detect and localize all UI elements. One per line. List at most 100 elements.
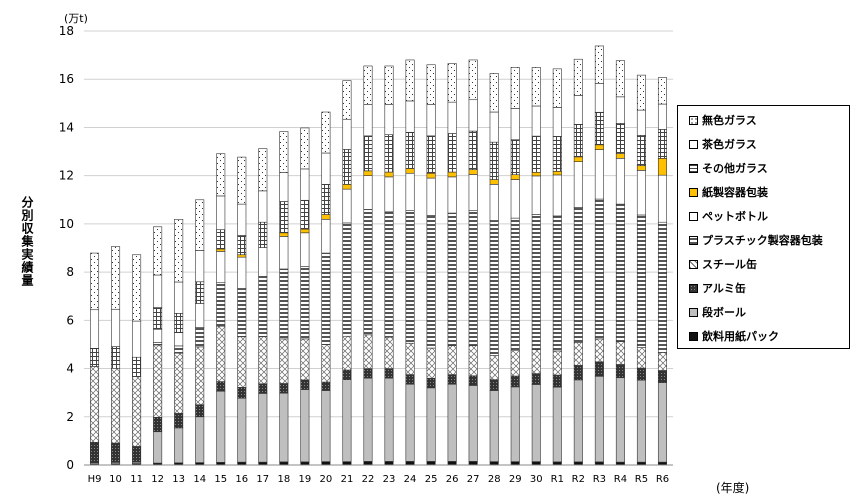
bar-segment-22-s0 xyxy=(363,461,373,466)
bar-segment-r5-s6 xyxy=(636,165,646,171)
legend-swatch xyxy=(689,283,698,293)
legend-swatch xyxy=(689,187,698,197)
bar-segment-25-s2 xyxy=(426,377,436,389)
bar-segment-28-s8 xyxy=(489,111,499,143)
bar-segment-11-s2 xyxy=(132,446,142,463)
bar-segment-24-s3 xyxy=(405,342,415,375)
bar-segment-29-s8 xyxy=(510,108,520,141)
bar-segment-15-s9 xyxy=(216,153,226,197)
x-tick-label: 28 xyxy=(488,474,501,485)
bar-segment-29-s6 xyxy=(510,174,520,180)
bar-segment-r1-s7 xyxy=(552,136,562,172)
legend-label: 段ボール xyxy=(702,306,746,319)
bar-segment-r6-s4 xyxy=(657,221,667,353)
legend-item-brown-glass: 茶色ガラス xyxy=(689,136,757,152)
x-tick-label: R4 xyxy=(614,474,627,485)
bar-segment-r2-s7 xyxy=(573,124,583,158)
bar-segment-r1-s2 xyxy=(552,374,562,388)
bar-segment-23-s3 xyxy=(384,336,394,369)
bar-segment-10-s3 xyxy=(111,368,121,444)
bar-segment-r2-s4 xyxy=(573,207,583,343)
bar-segment-r2-s5 xyxy=(573,161,583,208)
bar-segment-20-s1 xyxy=(321,390,331,462)
legend-label: その他ガラス xyxy=(702,162,768,175)
bar-segment-12-s8 xyxy=(153,274,163,308)
bar-segment-30-s5 xyxy=(531,175,541,215)
x-tick-label: R1 xyxy=(551,474,564,485)
bar-segment-r5-s4 xyxy=(636,214,646,348)
bar-segment-30-s2 xyxy=(531,373,541,385)
bar-segment-21-s1 xyxy=(342,379,352,462)
bar-segment-r5-s2 xyxy=(636,367,646,381)
bar-segment-16-s3 xyxy=(237,336,247,388)
bar-segment-25-s5 xyxy=(426,177,436,216)
bar-segment-30-s9 xyxy=(531,67,541,107)
legend-label: 飲料用紙パック xyxy=(702,330,779,343)
bar-segment-26-s4 xyxy=(447,212,457,346)
bar-segment-11-s7 xyxy=(132,356,142,377)
bar-segment-29-s2 xyxy=(510,375,520,388)
bar-segment-24-s6 xyxy=(405,168,415,174)
bar-segment-r4-s9 xyxy=(615,60,625,98)
bar-segment-19-s1 xyxy=(300,389,310,463)
bar-segment-29-s5 xyxy=(510,179,520,219)
bar-segment-10-s9 xyxy=(111,246,121,310)
bar-segment-16-s9 xyxy=(237,156,247,205)
bar-segment-15-s3 xyxy=(216,325,226,382)
bar-segment-16-s1 xyxy=(237,397,247,463)
bar-segment-18-s4 xyxy=(279,268,289,340)
legend-swatch xyxy=(689,163,698,173)
bar-segment-r1-s6 xyxy=(552,171,562,176)
bar-segment-28-s3 xyxy=(489,355,499,380)
bar-segment-27-s6 xyxy=(468,169,478,175)
bar-segment-r6-s9 xyxy=(657,77,667,105)
bar-segment-17-s9 xyxy=(258,148,268,192)
bar-segment-21-s0 xyxy=(342,461,352,466)
bar-segment-30-s3 xyxy=(531,349,541,374)
bar-segment-20-s2 xyxy=(321,381,331,391)
legend-swatch xyxy=(689,259,698,269)
bar-segment-27-s9 xyxy=(468,59,478,101)
bar-segment-19-s2 xyxy=(300,379,310,390)
legend-swatch xyxy=(689,331,698,341)
bar-segment-26-s7 xyxy=(447,133,457,173)
bar-segment-18-s6 xyxy=(279,232,289,237)
bar-segment-12-s3 xyxy=(153,344,163,418)
x-tick-label: R3 xyxy=(593,474,606,485)
bar-segment-18-s3 xyxy=(279,338,289,384)
bar-segment-29-s7 xyxy=(510,139,520,176)
bar-segment-23-s8 xyxy=(384,104,394,135)
bar-segment-24-s9 xyxy=(405,59,415,102)
bar-segment-18-s5 xyxy=(279,236,289,270)
bar-segment-r4-s3 xyxy=(615,341,625,365)
bar-segment-20-s3 xyxy=(321,344,331,383)
bar-segment-19-s6 xyxy=(300,228,310,234)
legend-item-steel-cans: スチール缶 xyxy=(689,256,757,272)
bar-segment-20-s9 xyxy=(321,111,331,154)
bar-segment-r3-s6 xyxy=(594,144,604,150)
y-tick-label: 4 xyxy=(66,362,74,376)
bar-segment-h9-s7 xyxy=(90,348,100,367)
bar-segment-18-s8 xyxy=(279,172,289,202)
bar-segment-22-s1 xyxy=(363,377,373,462)
bar-segment-12-s2 xyxy=(153,416,163,433)
y-tick-label: 10 xyxy=(59,217,74,231)
x-axis-label: (年度) xyxy=(716,481,750,495)
bar-segment-24-s8 xyxy=(405,100,415,133)
x-tick-label: 11 xyxy=(130,474,143,485)
bar-segment-25-s9 xyxy=(426,64,436,105)
bar-segment-15-s6 xyxy=(216,248,226,252)
bar-segment-27-s1 xyxy=(468,385,478,462)
legend-item-paper-containers: 紙製容器包装 xyxy=(689,184,768,200)
legend-label: プラスチック製容器包装 xyxy=(702,234,823,247)
bar-segment-14-s1 xyxy=(195,416,205,463)
bar-segment-29-s3 xyxy=(510,350,520,377)
bar-segment-r6-s7 xyxy=(657,129,667,159)
bar-segment-14-s3 xyxy=(195,346,205,406)
bar-segment-r1-s3 xyxy=(552,350,562,376)
bar-segment-24-s4 xyxy=(405,210,415,344)
gridlines xyxy=(84,30,673,466)
bar-segment-23-s2 xyxy=(384,368,394,379)
bar-segment-r6-s6 xyxy=(657,158,667,176)
bar-segment-13-s8 xyxy=(174,281,184,314)
